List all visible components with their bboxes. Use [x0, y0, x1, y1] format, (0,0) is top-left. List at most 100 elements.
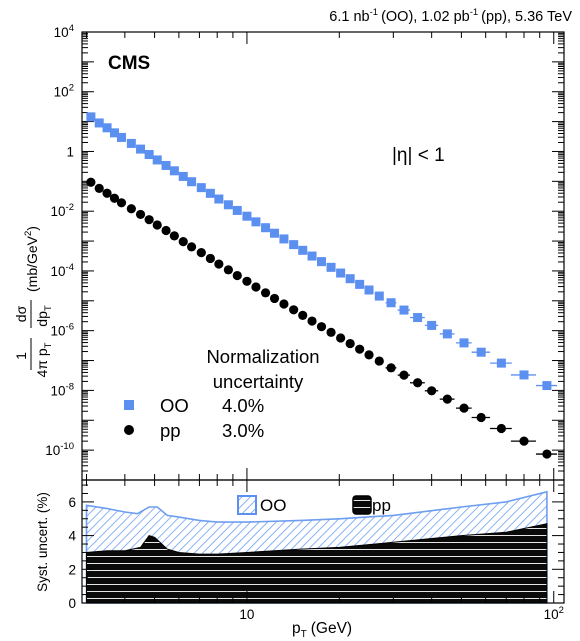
- data-point-oo: [289, 240, 299, 250]
- data-point-pp: [427, 386, 437, 396]
- data-point-oo: [355, 279, 365, 289]
- data-point-pp: [135, 209, 146, 220]
- data-point-oo: [279, 234, 289, 244]
- data-point-oo: [317, 257, 327, 267]
- data-point-pp: [413, 378, 423, 388]
- data-point-pp: [289, 305, 299, 315]
- data-point-pp: [355, 344, 365, 354]
- data-point-oo: [298, 245, 308, 255]
- ratio-y-tick-label: 2: [68, 562, 76, 577]
- ratio-bands: [85, 490, 548, 604]
- legend-value-pp: 3.0%: [222, 420, 264, 441]
- data-point-pp: [298, 310, 308, 320]
- data-point-oo: [336, 268, 346, 278]
- lumi-energy-label: 6.1 nb-1 (OO), 1.02 pb-1 (pp), 5.36 TeV: [329, 7, 572, 25]
- main-panel: 104 102 1 10-2 10-4 10-6 10-8 10-10 CMS |η| < 1…: [13, 23, 565, 481]
- data-point-pp: [542, 449, 552, 459]
- data-point-pp: [496, 423, 506, 434]
- experiment-label: CMS: [108, 53, 150, 74]
- data-point-oo: [223, 200, 233, 210]
- ratio-x-tick-label: 10: [239, 607, 254, 622]
- data-point-pp: [214, 259, 224, 269]
- data-point-oo: [187, 177, 197, 187]
- data-point-pp: [251, 282, 261, 292]
- data-point-oo: [116, 132, 126, 142]
- data-point-oo: [242, 211, 252, 221]
- data-point-pp: [144, 215, 154, 225]
- main-plot-frame: [81, 31, 565, 481]
- data-point-pp: [336, 333, 346, 343]
- legend-value-oo: 4.0%: [222, 395, 264, 416]
- data-point-oo: [374, 291, 384, 301]
- data-point-oo: [126, 138, 136, 148]
- data-point-oo: [161, 160, 171, 170]
- data-point-oo: [270, 228, 280, 238]
- data-point-oo: [205, 188, 215, 198]
- data-point-pp: [519, 436, 529, 446]
- data-point-pp: [307, 316, 317, 326]
- data-point-oo: [144, 150, 154, 160]
- data-point-pp: [232, 270, 242, 281]
- data-point-oo: [519, 370, 529, 380]
- legend-title-line1: Normalization: [206, 346, 319, 367]
- data-point-oo: [102, 123, 112, 133]
- legend-title-line2: uncertainty: [213, 371, 304, 392]
- main-y-tick-label: 10-10: [45, 441, 74, 458]
- x-axis-label: pT (GeV): [292, 620, 352, 640]
- main-y-tick-label: 10-6: [51, 322, 74, 339]
- data-point-pp: [316, 322, 327, 332]
- ratio-y-tick-label: 4: [68, 529, 76, 544]
- svg-text:dσ: dσ: [13, 305, 29, 322]
- legend-marker-pp: [124, 425, 134, 435]
- eta-annotation: |η| < 1: [392, 145, 445, 166]
- ratio-y-tick-label: 6: [68, 495, 76, 510]
- data-point-oo: [261, 223, 271, 233]
- data-point-oo: [232, 205, 242, 215]
- ratio-y-tick-label: 0: [68, 596, 76, 611]
- svg-text:dpT: dpT: [34, 305, 54, 327]
- syst-band-pp: [86, 523, 548, 604]
- data-point-oo: [427, 320, 437, 330]
- data-point-pp: [186, 242, 197, 252]
- data-point-pp: [205, 253, 215, 264]
- data-point-oo: [178, 171, 188, 181]
- data-point-oo: [476, 347, 486, 357]
- data-point-pp: [242, 276, 252, 286]
- legend-marker-oo: [124, 400, 134, 410]
- data-point-oo: [413, 313, 423, 323]
- ratio-panel: 0 2 4 6 10 102 OO pp Syst. uncert. (%) pT (Ge…: [35, 479, 565, 640]
- main-y-tick-label: 104: [54, 23, 74, 40]
- data-point-oo: [386, 298, 396, 308]
- ratio-x-tick-label: 102: [544, 605, 564, 622]
- data-point-oo: [459, 338, 469, 348]
- data-point-oo: [94, 118, 104, 128]
- data-point-oo: [152, 155, 162, 165]
- main-y-ticks: 104 102 1 10-2 10-4 10-6 10-8 10-10: [45, 23, 564, 481]
- main-y-tick-label: 10-4: [51, 262, 74, 279]
- ratio-legend-label-pp: pp: [372, 496, 391, 515]
- data-point-oo: [214, 194, 224, 204]
- ratio-y-ticks: 0 2 4 6: [68, 484, 564, 611]
- data-point-oo: [109, 128, 119, 138]
- data-point-oo: [326, 262, 336, 272]
- svg-text:4π pT: 4π pT: [34, 342, 54, 377]
- legend-label-oo: OO: [160, 395, 189, 416]
- data-point-oo: [496, 358, 506, 368]
- data-point-pp: [326, 327, 336, 337]
- main-y-tick-label: 10-8: [51, 381, 74, 398]
- data-point-pp: [459, 403, 469, 413]
- svg-text:1: 1: [13, 352, 29, 360]
- data-point-pp: [161, 225, 171, 236]
- main-y-axis-label: 1 4π pT dσ dpT (mb/GeV2): [13, 226, 54, 377]
- data-point-oo: [345, 274, 355, 284]
- data-point-oo: [169, 166, 179, 176]
- ratio-y-axis-label: Syst. uncert. (%): [35, 492, 50, 592]
- data-point-pp: [178, 236, 188, 247]
- data-point-pp: [102, 188, 112, 198]
- main-y-tick-label: 1: [66, 144, 74, 159]
- data-point-pp: [364, 350, 374, 360]
- data-point-pp: [169, 231, 179, 241]
- data-point-pp: [345, 338, 355, 349]
- ratio-plot-frame: [81, 479, 565, 604]
